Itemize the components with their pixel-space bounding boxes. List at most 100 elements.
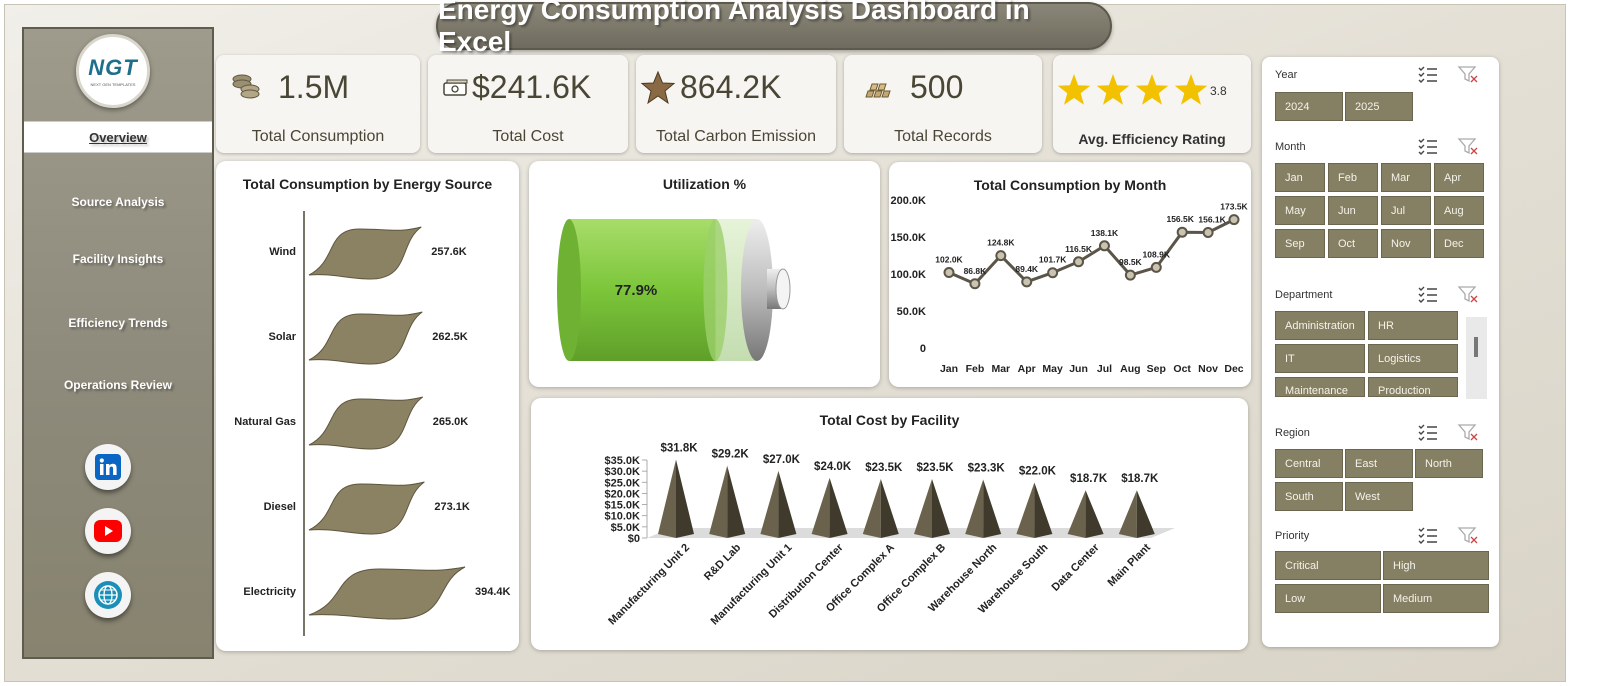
data-point <box>1176 226 1188 238</box>
slicer-item-month[interactable]: Jan <box>1275 163 1325 192</box>
chart-panel-monthly-consumption: Total Consumption by Month 0 50.0K 100.0K 1… <box>889 162 1251 387</box>
scrollbar-thumb[interactable] <box>1474 337 1478 357</box>
data-label: 102.0K <box>935 255 963 265</box>
slicer-item-department[interactable]: Logistics <box>1368 344 1458 373</box>
clear-filter-icon[interactable] <box>1457 526 1479 549</box>
multi-select-icon[interactable] <box>1417 65 1439 88</box>
x-tick-label: Aug <box>1120 363 1140 375</box>
rating-star <box>1135 74 1169 105</box>
multi-select-icon[interactable] <box>1417 285 1439 308</box>
cost-pyramid <box>1118 490 1137 538</box>
slicer-item-year[interactable]: 2025 <box>1345 92 1413 121</box>
energy-source-chart: Wind 257.6K Solar 262.5K Natural Gas 265.0K Di… <box>234 211 511 636</box>
cost-pyramid <box>760 470 779 538</box>
multi-select-icon[interactable] <box>1417 137 1439 160</box>
slicer-title-month: Month <box>1275 141 1306 153</box>
data-label: 98.5K <box>1119 257 1143 267</box>
data-label: 257.6K <box>431 246 467 258</box>
slicer-item-department[interactable]: HR <box>1368 311 1458 340</box>
slicer-item-priority[interactable]: Critical <box>1275 551 1381 580</box>
clear-filter-icon[interactable] <box>1457 285 1479 308</box>
nav-efficiency-trends[interactable]: Efficiency Trends <box>68 316 168 330</box>
data-label: 116.5K <box>1065 244 1093 254</box>
department-scrollbar[interactable] <box>1466 317 1487 399</box>
data-label: 108.9K <box>1143 249 1171 259</box>
category-label: Electricity <box>243 586 296 598</box>
multi-select-icon[interactable] <box>1417 526 1439 549</box>
chart-title: Utilization % <box>662 176 747 192</box>
data-point <box>1150 261 1162 273</box>
slicer-item-region[interactable]: South <box>1275 482 1343 511</box>
nav-facility-insights[interactable]: Facility Insights <box>72 252 164 266</box>
rating-star <box>1096 74 1130 105</box>
slicer-item-month[interactable]: May <box>1275 196 1325 225</box>
x-tick-label: Oct <box>1173 363 1191 375</box>
slicer-item-month[interactable]: Dec <box>1434 229 1484 258</box>
cost-pyramid <box>914 479 932 538</box>
data-label: $23.3K <box>968 462 1006 474</box>
slicer-item-priority[interactable]: Low <box>1275 584 1381 613</box>
slicer-item-month[interactable]: Oct <box>1328 229 1378 258</box>
data-label: $18.7K <box>1070 473 1108 485</box>
linkedin-button[interactable] <box>85 444 131 490</box>
nav-operations-review[interactable]: Operations Review <box>63 378 173 392</box>
slicer-item-month[interactable]: Aug <box>1434 196 1484 225</box>
x-tick-label: Sep <box>1147 363 1166 375</box>
data-label: 156.5K <box>1166 214 1194 224</box>
kpi-value: $241.6K <box>472 69 592 105</box>
slicer-item-year[interactable]: 2024 <box>1275 92 1343 121</box>
slicer-item-region[interactable]: North <box>1415 449 1483 478</box>
data-label: $23.5K <box>865 462 903 474</box>
kpi-total-cost: $241.6K Total Cost <box>428 55 628 153</box>
data-label: 173.5K <box>1220 202 1248 212</box>
slicer-controls-year <box>1417 65 1479 88</box>
slicer-item-department[interactable]: IT <box>1275 344 1365 373</box>
slicer-item-month[interactable]: Jun <box>1328 196 1378 225</box>
chart-panel-energy-source: Total Consumption by Energy Source Wind 2… <box>216 161 519 651</box>
clear-filter-icon[interactable] <box>1457 423 1479 446</box>
youtube-button[interactable] <box>85 508 131 554</box>
y-tick-label: $25.0K <box>605 477 641 489</box>
slicer-item-month[interactable]: Nov <box>1381 229 1431 258</box>
slicer-item-department[interactable]: Administration <box>1275 311 1365 340</box>
kpi-value: 1.5M <box>278 69 350 105</box>
x-tick-label: Main Plant <box>1106 541 1154 589</box>
y-tick-label: 150.0K <box>891 232 927 244</box>
source-bar <box>308 311 423 365</box>
data-point <box>1098 240 1110 252</box>
x-tick-label: Mar <box>991 363 1010 375</box>
clear-filter-icon[interactable] <box>1457 65 1479 88</box>
nav-source-analysis[interactable]: Source Analysis <box>71 195 165 209</box>
slicer-item-month[interactable]: Jul <box>1381 196 1431 225</box>
cost-pyramid-shade <box>1085 490 1104 538</box>
slicer-item-month[interactable]: Apr <box>1434 163 1484 192</box>
gold-bars-icon <box>865 83 891 98</box>
slicer-item-region[interactable]: Central <box>1275 449 1343 478</box>
data-label: $24.0K <box>814 461 852 473</box>
slicer-item-department[interactable]: Production <box>1368 377 1458 397</box>
slicer-item-priority[interactable]: High <box>1383 551 1489 580</box>
x-tick-label: Manufacturing Unit 2 <box>606 542 692 628</box>
slicer-title-region: Region <box>1275 427 1310 439</box>
slicer-item-month[interactable]: Feb <box>1328 163 1378 192</box>
facility-cost-chart: $0$5.0K$10.0K$15.0K$20.0K$25.0K$30.0K$35… <box>605 443 1175 628</box>
slicer-item-month[interactable]: Sep <box>1275 229 1325 258</box>
chart-title: Total Consumption by Month <box>973 177 1167 193</box>
slicer-item-department[interactable]: Maintenance <box>1275 377 1365 397</box>
slicer-item-priority[interactable]: Medium <box>1383 584 1489 613</box>
rating-star <box>1174 74 1208 105</box>
slicer-item-region[interactable]: East <box>1345 449 1413 478</box>
nav-overview[interactable]: Overview <box>24 121 212 153</box>
y-tick-label: $0 <box>628 533 640 545</box>
slicer-item-region[interactable]: West <box>1345 482 1413 511</box>
data-point <box>995 250 1007 262</box>
clear-filter-icon[interactable] <box>1457 137 1479 160</box>
cost-pyramid-shade <box>778 470 797 538</box>
company-logo[interactable]: NGT NEXT GEN TEMPLATES <box>76 34 150 108</box>
y-tick-label: $35.0K <box>605 455 641 467</box>
slicer-item-month[interactable]: Mar <box>1381 163 1431 192</box>
data-point <box>1228 214 1240 226</box>
logo-subtitle: NEXT GEN TEMPLATES <box>90 82 136 87</box>
multi-select-icon[interactable] <box>1417 423 1439 446</box>
website-button[interactable] <box>85 572 131 618</box>
